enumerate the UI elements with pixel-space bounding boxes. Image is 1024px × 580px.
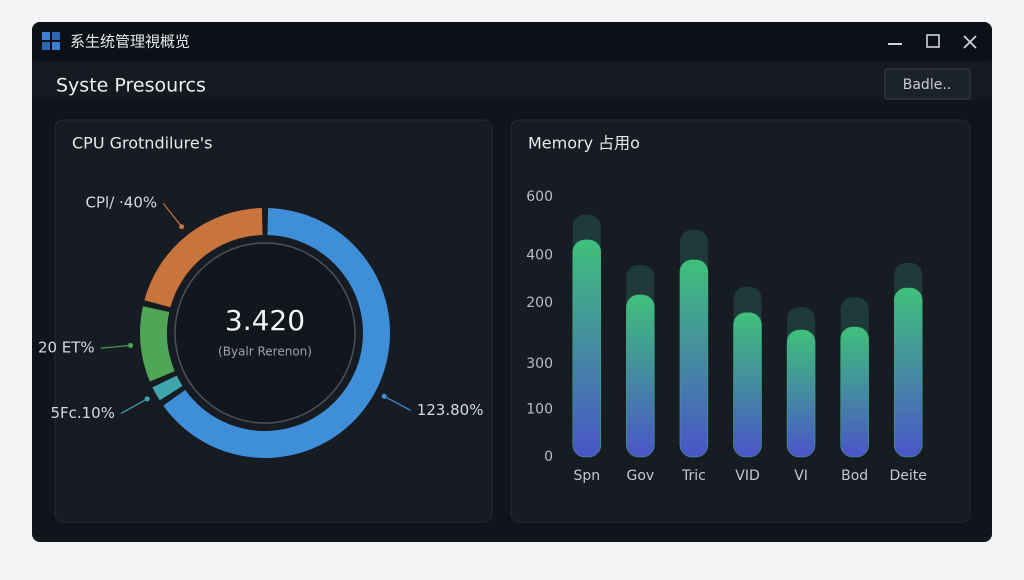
x-tick-label: VID — [735, 468, 760, 484]
leader-dot — [128, 342, 134, 348]
center-label: (Byalr Rerenon) — [218, 345, 312, 359]
maximize-button[interactable] — [926, 34, 940, 48]
close-button[interactable] — [963, 35, 977, 49]
leader-line — [120, 398, 148, 415]
app-icon — [42, 32, 50, 40]
segment-label: 123.80% — [417, 401, 484, 419]
x-tick-label: Gov — [627, 468, 655, 484]
x-tick-label: VI — [794, 468, 808, 484]
bar — [572, 239, 602, 458]
bar — [893, 287, 923, 458]
header-title: Syste Presourcs — [56, 75, 206, 97]
panel-title: CPU Grotndilure's — [72, 134, 212, 153]
leader-dot — [179, 224, 185, 230]
leader-line — [100, 344, 131, 349]
y-tick-label: 0 — [544, 449, 553, 465]
y-tick-label: 300 — [526, 356, 553, 372]
bar — [679, 259, 709, 458]
x-tick-label: Spn — [573, 468, 600, 484]
y-tick-label: 200 — [526, 295, 553, 311]
header-bar — [32, 62, 992, 100]
app-icon — [52, 42, 60, 50]
x-tick-label: Bod — [841, 468, 868, 484]
app-icon — [42, 42, 50, 50]
donut-segment — [152, 375, 183, 401]
x-tick-label: Deite — [890, 468, 927, 484]
donut-segment — [144, 208, 263, 308]
bar — [786, 329, 816, 458]
x-tick-label: Tric — [681, 468, 706, 484]
window-title: 系生统管理視概览 — [70, 33, 190, 51]
bar — [840, 326, 869, 458]
y-tick-label: 400 — [526, 248, 553, 264]
donut-segment — [140, 306, 175, 382]
bar — [733, 312, 762, 458]
center-value: 3.420 — [225, 304, 305, 337]
segment-label: 20 ET% — [38, 339, 95, 357]
leader-line — [162, 202, 183, 228]
bar — [626, 294, 655, 458]
segment-label: CPl/ ·40% — [86, 194, 158, 212]
header-button-label: Badle.. — [903, 77, 951, 93]
donut-inner — [174, 242, 356, 424]
app-icon — [52, 32, 60, 40]
leader-dot — [144, 396, 150, 402]
leader-line — [383, 395, 412, 411]
panel-title: Memory 占用o — [528, 134, 640, 153]
segment-label: 5Fc.10% — [50, 404, 115, 422]
header-button[interactable] — [884, 68, 971, 100]
y-tick-label: 600 — [526, 189, 553, 205]
leader-dot — [381, 393, 387, 399]
y-tick-label: 100 — [526, 401, 553, 417]
title-bar — [32, 22, 992, 60]
